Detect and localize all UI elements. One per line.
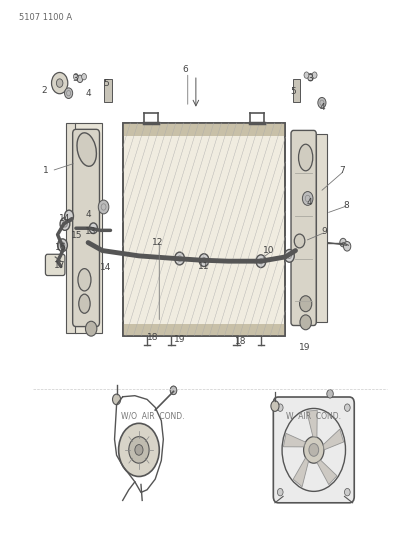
Circle shape xyxy=(62,221,67,227)
FancyBboxPatch shape xyxy=(73,130,100,327)
Circle shape xyxy=(277,488,283,496)
Circle shape xyxy=(344,404,350,411)
Circle shape xyxy=(64,88,73,99)
Text: 10: 10 xyxy=(263,246,275,255)
Text: 6: 6 xyxy=(183,66,188,74)
Ellipse shape xyxy=(79,294,90,313)
Circle shape xyxy=(77,75,83,83)
Bar xyxy=(123,123,285,336)
Circle shape xyxy=(344,241,351,251)
Bar xyxy=(66,123,76,333)
Text: 11: 11 xyxy=(198,262,210,271)
Ellipse shape xyxy=(77,133,96,166)
Text: 16: 16 xyxy=(55,244,67,253)
Text: 3: 3 xyxy=(72,74,78,83)
Circle shape xyxy=(58,239,67,252)
Circle shape xyxy=(304,437,324,463)
Circle shape xyxy=(312,72,317,78)
Text: 4: 4 xyxy=(307,198,313,207)
FancyBboxPatch shape xyxy=(273,397,354,503)
Circle shape xyxy=(60,242,65,248)
Circle shape xyxy=(277,404,283,411)
Circle shape xyxy=(199,254,209,266)
Text: W  AIR  COND.: W AIR COND. xyxy=(286,412,341,421)
Circle shape xyxy=(309,443,319,456)
Circle shape xyxy=(271,401,279,411)
Circle shape xyxy=(340,238,346,247)
Text: 18: 18 xyxy=(235,337,246,346)
Text: 7: 7 xyxy=(339,166,345,175)
Circle shape xyxy=(135,445,143,455)
FancyBboxPatch shape xyxy=(45,254,65,276)
Bar xyxy=(316,134,327,322)
Text: 19: 19 xyxy=(174,335,185,344)
Text: 13: 13 xyxy=(85,228,97,237)
Text: 15: 15 xyxy=(71,231,83,240)
Bar xyxy=(293,79,300,102)
Polygon shape xyxy=(317,460,337,484)
Circle shape xyxy=(308,74,313,81)
Circle shape xyxy=(82,74,86,80)
Bar xyxy=(75,123,102,333)
Text: 2: 2 xyxy=(42,85,47,94)
Circle shape xyxy=(170,386,177,394)
Polygon shape xyxy=(293,458,308,487)
Circle shape xyxy=(327,390,333,398)
Polygon shape xyxy=(307,410,317,437)
Text: 5107 1100 A: 5107 1100 A xyxy=(19,13,72,22)
Circle shape xyxy=(304,72,309,78)
Text: 14: 14 xyxy=(59,214,71,223)
Bar xyxy=(123,324,285,336)
Circle shape xyxy=(299,296,312,312)
Polygon shape xyxy=(323,429,344,450)
Text: 3: 3 xyxy=(307,74,313,83)
FancyBboxPatch shape xyxy=(291,131,316,326)
Text: 5: 5 xyxy=(290,86,296,95)
Text: 8: 8 xyxy=(344,201,349,210)
Circle shape xyxy=(284,249,294,262)
Ellipse shape xyxy=(78,269,91,291)
Text: W/O  AIR  COND.: W/O AIR COND. xyxy=(122,412,185,421)
Circle shape xyxy=(73,74,78,80)
Circle shape xyxy=(113,394,121,405)
Circle shape xyxy=(51,72,68,94)
Text: 4: 4 xyxy=(319,102,325,111)
Text: 1: 1 xyxy=(43,166,49,175)
Circle shape xyxy=(300,315,311,330)
Circle shape xyxy=(98,200,109,214)
Text: 9: 9 xyxy=(321,228,327,237)
Circle shape xyxy=(56,79,63,87)
Circle shape xyxy=(170,386,177,394)
Text: 4: 4 xyxy=(85,210,91,219)
Circle shape xyxy=(64,210,73,222)
Text: 5: 5 xyxy=(104,78,109,87)
Text: 19: 19 xyxy=(299,343,310,352)
Bar xyxy=(123,123,285,136)
Text: 14: 14 xyxy=(100,263,111,272)
Circle shape xyxy=(60,217,70,230)
Polygon shape xyxy=(284,433,306,447)
Circle shape xyxy=(85,321,97,336)
Circle shape xyxy=(318,98,326,108)
Circle shape xyxy=(294,234,305,248)
Circle shape xyxy=(175,252,184,265)
Circle shape xyxy=(119,423,159,477)
Bar xyxy=(104,79,112,102)
Circle shape xyxy=(129,437,149,463)
Bar xyxy=(123,123,285,336)
Circle shape xyxy=(302,191,313,205)
Text: 4: 4 xyxy=(85,89,91,98)
Circle shape xyxy=(89,223,98,233)
Circle shape xyxy=(344,488,350,496)
Circle shape xyxy=(256,255,266,268)
Text: 18: 18 xyxy=(147,333,159,342)
Ellipse shape xyxy=(299,144,313,171)
Text: 12: 12 xyxy=(151,238,163,247)
Text: 17: 17 xyxy=(54,261,65,270)
